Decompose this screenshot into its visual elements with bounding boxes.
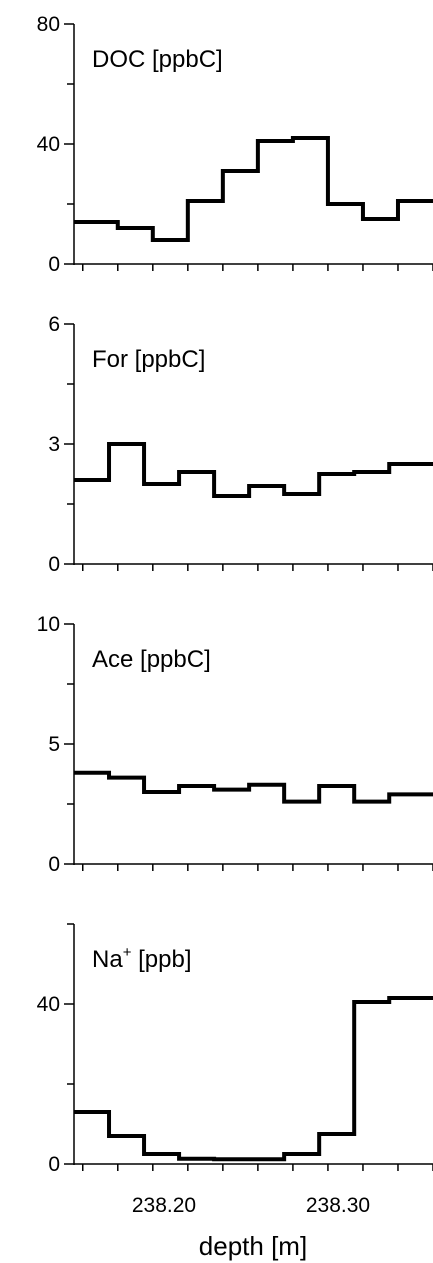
- series-line: [74, 996, 433, 1162]
- chart-panel-3: 0 5 10 Ace [ppbC]: [37, 613, 433, 876]
- y-tick-label: 5: [48, 733, 60, 756]
- y-tick-label: 40: [37, 133, 60, 156]
- y-tick-label: 40: [37, 993, 60, 1016]
- y-tick-label: 0: [48, 253, 60, 276]
- y-tick-label: 3: [48, 433, 60, 456]
- x-tick-label: 238.30: [306, 1194, 370, 1217]
- label-unit: [ppb]: [131, 946, 191, 973]
- panel-label: Ace [ppbC]: [92, 646, 211, 673]
- y-tick-label: 0: [48, 1153, 60, 1176]
- series-line: [74, 770, 433, 804]
- panel-label: DOC [ppbC]: [92, 46, 223, 73]
- chart-panel-2: 0 3 6 For [ppbC]: [48, 313, 433, 576]
- x-tick-label: 238.20: [132, 1194, 196, 1217]
- panel-label: For [ppbC]: [92, 346, 205, 373]
- chart-panel-4: 0 40 Na+ [ppb]: [37, 923, 433, 1176]
- x-axis-title: depth [m]: [199, 1231, 307, 1261]
- y-tick-label: 0: [48, 853, 60, 876]
- chart-panel-1: 0 40 80 DOC [ppbC]: [37, 13, 433, 276]
- y-tick-label: 10: [37, 613, 60, 636]
- panel-label: Na+ [ppb]: [92, 944, 192, 973]
- series-line: [74, 136, 433, 242]
- y-tick-label: 80: [37, 13, 60, 36]
- y-tick-label: 6: [48, 313, 60, 336]
- series-line: [74, 442, 433, 498]
- label-superscript: +: [123, 944, 132, 961]
- y-tick-label: 0: [48, 553, 60, 576]
